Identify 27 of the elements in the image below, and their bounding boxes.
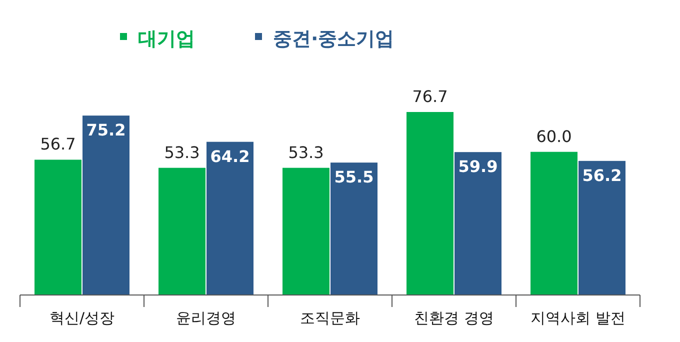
x-tick-label: 혁신/성장 <box>49 309 115 327</box>
bar <box>282 168 330 295</box>
legend-label: 중견·중소기업 <box>273 28 394 50</box>
x-tick-label: 지역사회 발전 <box>530 309 626 327</box>
data-label: 56.2 <box>582 166 622 185</box>
bar <box>206 142 254 295</box>
x-tick-label: 조직문화 <box>300 309 360 327</box>
bar <box>530 152 578 295</box>
bar <box>34 160 82 295</box>
bar <box>406 112 454 295</box>
bar <box>82 116 130 295</box>
data-label: 53.3 <box>164 142 200 162</box>
bar <box>158 168 206 295</box>
x-tick-label: 친환경 경영 <box>414 309 494 327</box>
legend-label: 대기업 <box>138 28 195 50</box>
x-tick-label: 윤리경영 <box>176 309 236 327</box>
data-label: 76.7 <box>412 87 448 106</box>
bar <box>578 160 626 295</box>
data-label: 64.2 <box>210 146 250 166</box>
bar <box>330 162 378 295</box>
data-label: 60.0 <box>536 126 572 146</box>
data-label: 59.9 <box>458 157 498 176</box>
data-label: 75.2 <box>86 120 126 140</box>
data-label: 53.3 <box>288 142 324 162</box>
data-label: 55.5 <box>334 168 374 187</box>
data-label: 56.7 <box>40 134 76 154</box>
bar <box>454 152 502 295</box>
